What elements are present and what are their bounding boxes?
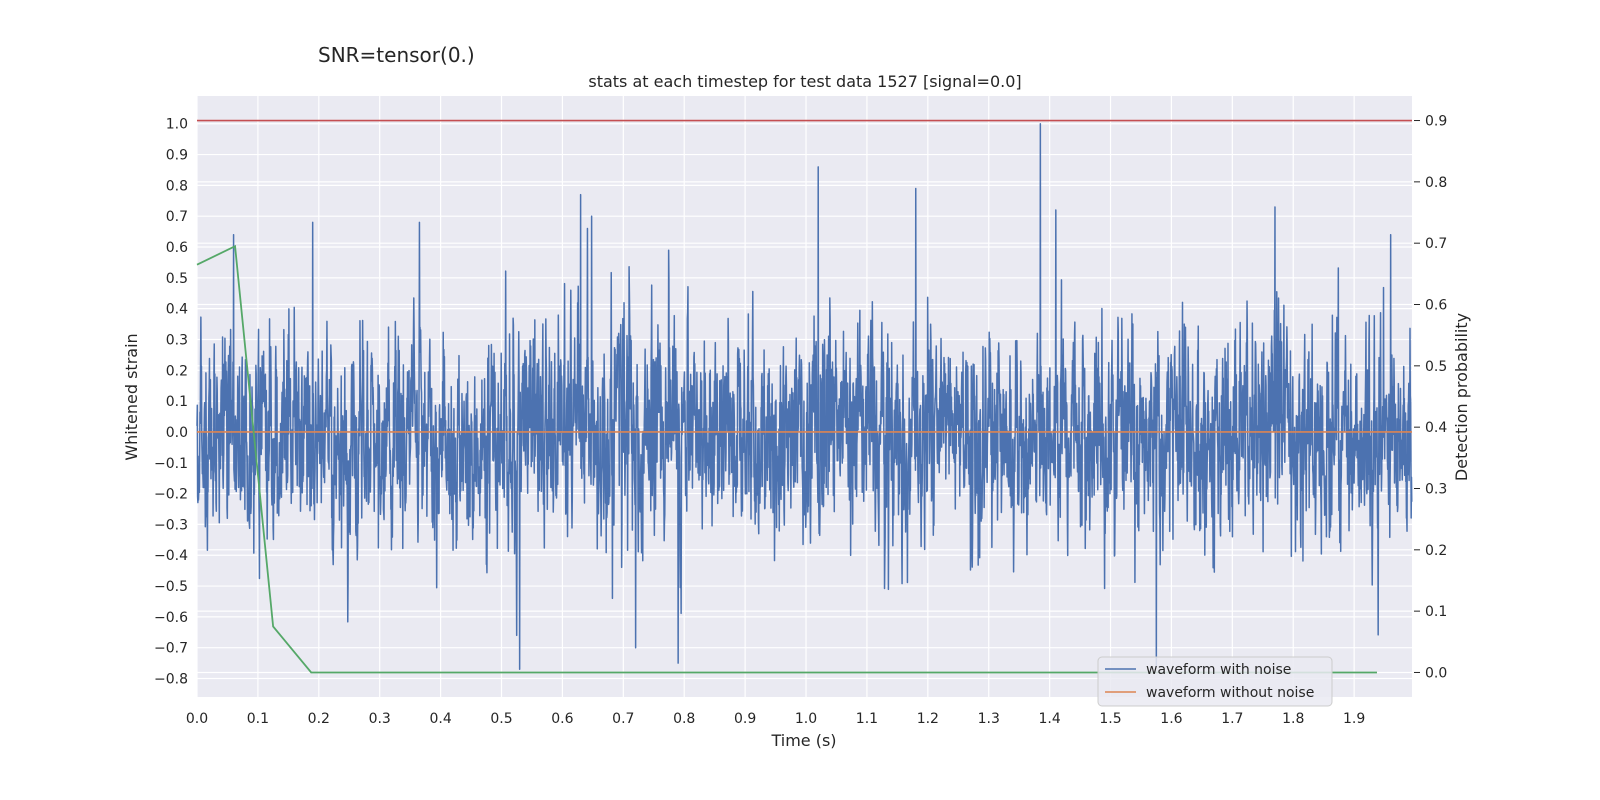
y-tick-label-7: 0.3 — [166, 332, 188, 348]
suptitle: SNR=tensor(0.) — [318, 43, 475, 67]
y2-tick-label-6: 0.3 — [1425, 481, 1447, 497]
legend-box — [1097, 656, 1333, 707]
x-tick-label-6: 0.6 — [551, 711, 573, 727]
y-tick-label-4: 0.6 — [166, 240, 188, 256]
legend-label-clean: waveform without noise — [1146, 685, 1314, 701]
x-tick-label-0: 0.0 — [186, 711, 208, 727]
x-tick-label-19: 1.9 — [1343, 711, 1365, 727]
x-tick-label-4: 0.4 — [429, 711, 451, 727]
y2-tick-label-3: 0.6 — [1425, 298, 1447, 314]
y-tick-label-15: −0.5 — [154, 579, 188, 595]
x-axis-label: Time (s) — [770, 731, 836, 750]
plot-title: stats at each timestep for test data 152… — [588, 72, 1021, 91]
y-tick-label-5: 0.5 — [166, 271, 188, 287]
x-tick-label-1: 0.1 — [247, 711, 269, 727]
y2-tick-label-0: 0.9 — [1425, 114, 1447, 130]
y2-axis-label: Detection probability — [1452, 313, 1471, 481]
x-tick-label-12: 1.2 — [917, 711, 939, 727]
x-tick-label-7: 0.7 — [612, 711, 634, 727]
y-tick-label-6: 0.4 — [166, 302, 188, 318]
legend: waveform with noise waveform without noi… — [1097, 656, 1333, 707]
x-tick-label-11: 1.1 — [856, 711, 878, 727]
y2-tick-label-9: 0.0 — [1425, 665, 1447, 681]
x-tick-label-13: 1.3 — [978, 711, 1000, 727]
x-tick-label-18: 1.8 — [1282, 711, 1304, 727]
y-tick-label-18: −0.8 — [154, 672, 188, 688]
y-tick-label-2: 0.8 — [166, 178, 188, 194]
x-tick-label-8: 0.8 — [673, 711, 695, 727]
y-tick-label-3: 0.7 — [166, 209, 188, 225]
y-tick-label-16: −0.6 — [154, 610, 188, 626]
x-tick-label-15: 1.5 — [1099, 711, 1121, 727]
y-tick-label-10: 0.0 — [166, 425, 188, 441]
y-tick-label-11: −0.1 — [154, 456, 188, 472]
y-tick-label-1: 0.9 — [166, 148, 188, 164]
y-tick-label-17: −0.7 — [154, 641, 188, 657]
y2-tick-label-2: 0.7 — [1425, 236, 1447, 252]
series-detection-probability — [196, 244, 1377, 674]
legend-label-noisy: waveform with noise — [1146, 662, 1291, 678]
y-tick-label-0: 1.0 — [166, 117, 188, 133]
y-tick-label-9: 0.1 — [166, 394, 188, 410]
x-tick-label-9: 0.9 — [734, 711, 756, 727]
axes: 0.0 0.1 0.2 0.3 0.4 0.5 0.6 0.7 0.8 0.9 1.0 1.1 1.2 1… — [154, 114, 1447, 727]
x-tick-label-10: 1.0 — [795, 711, 817, 727]
y-tick-label-8: 0.2 — [166, 363, 188, 379]
x-tick-label-5: 0.5 — [490, 711, 512, 727]
plot-content — [196, 119, 1413, 674]
x-tick-label-2: 0.2 — [308, 711, 330, 727]
y-tick-label-12: −0.2 — [154, 487, 188, 503]
y2-tick-label-7: 0.2 — [1425, 543, 1447, 559]
x-tick-label-3: 0.3 — [369, 711, 391, 727]
y2-tick-label-8: 0.1 — [1425, 604, 1447, 620]
y-tick-label-14: −0.4 — [154, 548, 188, 564]
x-tick-label-14: 1.4 — [1038, 711, 1060, 727]
series-waveform-with-noise — [196, 122, 1413, 671]
x-tick-label-17: 1.7 — [1221, 711, 1243, 727]
y2-tick-label-1: 0.8 — [1425, 175, 1447, 191]
y-tick-label-13: −0.3 — [154, 517, 188, 533]
y2-tick-label-5: 0.4 — [1425, 420, 1447, 436]
x-tick-label-16: 1.6 — [1160, 711, 1182, 727]
y2-tick-label-4: 0.5 — [1425, 359, 1447, 375]
y-axis-label: Whitened strain — [122, 333, 141, 460]
